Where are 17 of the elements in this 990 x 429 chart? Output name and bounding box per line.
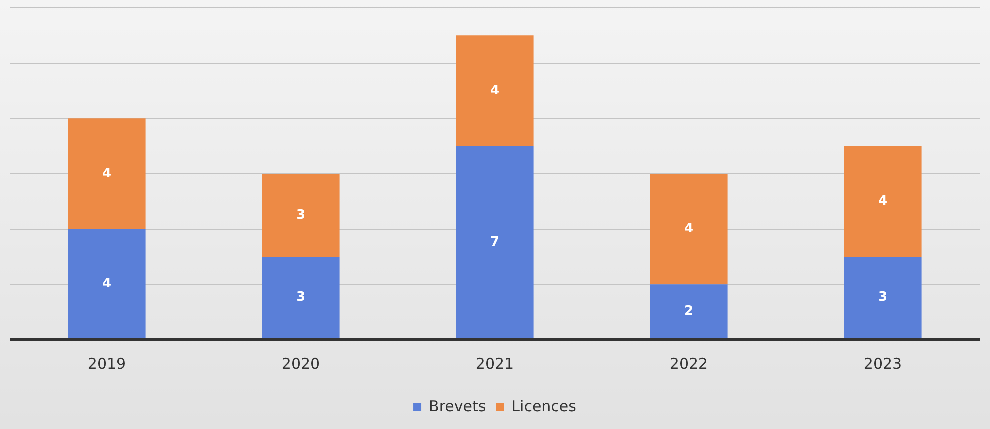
data-label: 7 [490, 234, 500, 250]
data-label: 4 [878, 194, 888, 210]
data-label: 3 [878, 290, 888, 306]
data-label: 3 [296, 208, 306, 223]
data-label: 3 [296, 290, 306, 306]
data-label: 4 [102, 276, 112, 292]
legend-label: Licences [512, 397, 577, 416]
x-tick-label: 2022 [670, 354, 708, 373]
data-label: 4 [684, 222, 694, 237]
x-tick-label: 2020 [282, 354, 320, 373]
x-tick-label: 2023 [864, 354, 902, 373]
data-label: 2 [684, 304, 694, 319]
x-tick-label: 2021 [476, 354, 514, 373]
x-tick-label: 2019 [88, 354, 126, 373]
data-label: 4 [490, 83, 500, 98]
data-label: 4 [102, 166, 112, 182]
legend-label: Brevets [429, 397, 486, 416]
